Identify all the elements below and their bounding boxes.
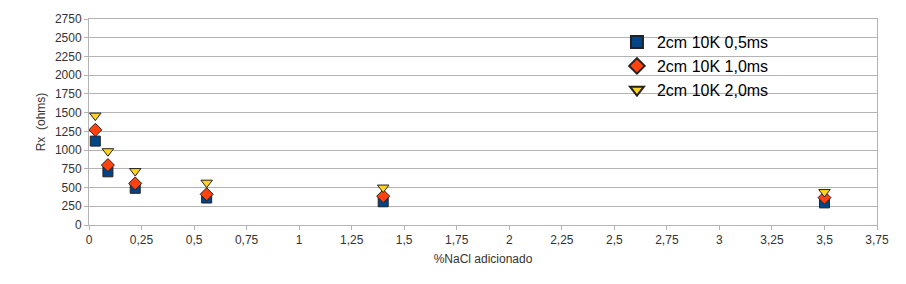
svg-text:0: 0 <box>75 218 82 232</box>
svg-text:250: 250 <box>62 199 82 213</box>
svg-text:0,5: 0,5 <box>186 233 203 247</box>
svg-text:0,75: 0,75 <box>235 233 259 247</box>
svg-text:2250: 2250 <box>55 50 82 64</box>
svg-text:1500: 1500 <box>55 106 82 120</box>
svg-text:2cm 10K 1,0ms: 2cm 10K 1,0ms <box>657 58 768 75</box>
svg-text:2,5: 2,5 <box>606 233 623 247</box>
svg-text:3: 3 <box>716 233 723 247</box>
svg-text:2,75: 2,75 <box>655 233 679 247</box>
svg-text:2cm 10K 2,0ms: 2cm 10K 2,0ms <box>657 82 768 99</box>
svg-text:1000: 1000 <box>55 143 82 157</box>
svg-text:2500: 2500 <box>55 31 82 45</box>
svg-text:1,25: 1,25 <box>340 233 364 247</box>
svg-text:3,25: 3,25 <box>760 233 784 247</box>
svg-text:%NaCl adicionado: %NaCl adicionado <box>434 252 533 266</box>
svg-text:Rx (ohms): Rx (ohms) <box>34 93 48 152</box>
svg-text:1750: 1750 <box>55 87 82 101</box>
svg-text:3,75: 3,75 <box>865 233 889 247</box>
svg-text:2cm 10K 0,5ms: 2cm 10K 0,5ms <box>657 34 768 51</box>
svg-text:1250: 1250 <box>55 125 82 139</box>
svg-text:500: 500 <box>62 181 82 195</box>
svg-text:750: 750 <box>62 162 82 176</box>
svg-text:2: 2 <box>506 233 513 247</box>
svg-text:0,25: 0,25 <box>130 233 154 247</box>
svg-text:1,5: 1,5 <box>396 233 413 247</box>
svg-text:0: 0 <box>86 233 93 247</box>
svg-text:2,25: 2,25 <box>550 233 574 247</box>
svg-text:2000: 2000 <box>55 68 82 82</box>
svg-text:1: 1 <box>296 233 303 247</box>
svg-text:1,75: 1,75 <box>445 233 469 247</box>
svg-text:3,5: 3,5 <box>816 233 833 247</box>
svg-text:2750: 2750 <box>55 12 82 26</box>
